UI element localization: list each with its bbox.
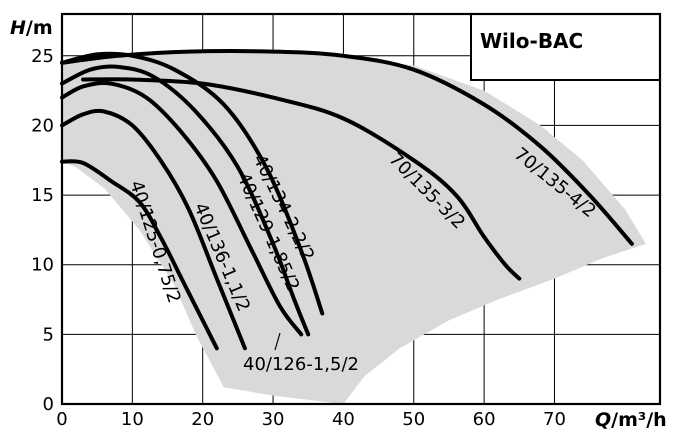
curve-40-136-1-1-2 <box>60 108 247 351</box>
x-tick-label-10: 10 <box>121 409 144 430</box>
title-box-frame <box>470 13 661 81</box>
x-tick-label-20: 20 <box>191 409 214 430</box>
title-box: Wilo-BAC <box>470 13 661 81</box>
leader-40-126 <box>274 332 281 351</box>
chart-title: Wilo-BAC <box>480 29 583 53</box>
curve-40-134-2-2-2 <box>60 51 325 316</box>
y-axis-label: H <box>10 17 26 39</box>
x-axis-unit: /m³/h <box>611 409 667 431</box>
curve-70-135-3-2 <box>81 77 522 281</box>
x-tick-label-30: 30 <box>262 409 285 430</box>
x-tick-label-50: 50 <box>402 409 425 430</box>
x-tick-label-40: 40 <box>332 409 355 430</box>
ticks: 0 10 20 30 40 50 60 70 0 5 10 15 20 25 <box>31 46 566 430</box>
y-axis-unit: /m <box>26 17 53 39</box>
curve-70-135-4-2 <box>60 49 634 246</box>
x-tick-label-70: 70 <box>543 409 566 430</box>
y-tick-label-15: 15 <box>31 185 54 206</box>
curve-40-125-0-75-2 <box>60 159 219 351</box>
y-tick-label-0: 0 <box>43 394 54 415</box>
y-tick-label-20: 20 <box>31 115 54 136</box>
y-axis-title: H/m <box>10 17 53 39</box>
curve-label-40-126: 40/126-1,5/2 <box>243 354 359 375</box>
operating-envelope <box>62 50 646 404</box>
x-tick-label-60: 60 <box>473 409 496 430</box>
curves <box>60 49 634 351</box>
x-axis-title: Q/m³/h <box>595 409 667 431</box>
y-tick-label-5: 5 <box>43 324 54 345</box>
x-axis-label: Q <box>595 409 611 431</box>
curve-40-126-1-5-2 <box>60 80 304 337</box>
curve-40-129-1-85-2 <box>60 64 311 337</box>
y-tick-label-25: 25 <box>31 46 54 67</box>
y-tick-label-10: 10 <box>31 255 54 276</box>
plot-frame <box>60 12 662 406</box>
x-tick-label-0: 0 <box>56 409 67 430</box>
